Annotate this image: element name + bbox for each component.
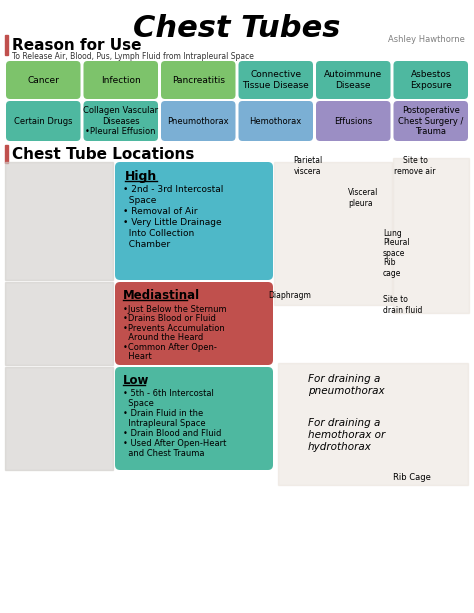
Text: •Drains Blood or Fluid: •Drains Blood or Fluid [123,314,216,323]
Text: Reason for Use: Reason for Use [12,37,142,53]
FancyBboxPatch shape [6,101,81,141]
Text: •Common After Open-: •Common After Open- [123,343,217,351]
Text: To Release Air, Blood, Pus, Lymph Fluid from Intrapleural Space: To Release Air, Blood, Pus, Lymph Fluid … [12,51,254,61]
Text: Space: Space [123,400,154,408]
Text: Heart: Heart [123,352,152,361]
Text: Autoimmune
Disease: Autoimmune Disease [324,70,383,89]
Bar [5,282,113,365]
Text: •Just Below the Sternum: •Just Below the Sternum [123,305,227,313]
Text: Certain Drugs: Certain Drugs [14,116,73,126]
Text: Chest Tubes: Chest Tubes [133,13,341,42]
Text: Site to
drain fluid: Site to drain fluid [383,295,422,314]
Text: Asbestos
Exposure: Asbestos Exposure [410,70,452,89]
FancyBboxPatch shape [161,101,236,141]
Text: Effusions: Effusions [334,116,373,126]
FancyBboxPatch shape [115,162,273,280]
Text: Rib
cage: Rib cage [383,258,401,278]
FancyBboxPatch shape [161,61,236,99]
Bar [274,162,392,305]
FancyBboxPatch shape [115,367,273,470]
Text: • Drain Blood and Fluid: • Drain Blood and Fluid [123,430,221,438]
Text: For draining a
pneumothorax: For draining a pneumothorax [308,374,384,396]
Text: •Prevents Accumulation: •Prevents Accumulation [123,324,225,332]
Text: Infection: Infection [101,75,141,85]
Bar [5,367,113,470]
FancyBboxPatch shape [316,61,391,99]
Text: • Removal of Air: • Removal of Air [123,207,198,216]
Bar [5,162,113,280]
Text: and Chest Trauma: and Chest Trauma [123,449,204,459]
Text: Collagen Vascular
Diseases
•Pleural Effusion: Collagen Vascular Diseases •Pleural Effu… [83,106,158,136]
FancyBboxPatch shape [393,101,468,141]
Text: High: High [125,170,157,183]
Text: • 2nd - 3rd Intercostal: • 2nd - 3rd Intercostal [123,185,223,194]
Text: Pancreatitis: Pancreatitis [172,75,225,85]
Text: • Drain Fluid in the: • Drain Fluid in the [123,409,203,419]
Text: Mediastinal: Mediastinal [123,289,200,302]
Text: Chest Tube Locations: Chest Tube Locations [12,147,194,161]
Text: Connective
Tissue Disease: Connective Tissue Disease [242,70,309,89]
Text: Pneumothorax: Pneumothorax [167,116,229,126]
Text: Into Collection: Into Collection [123,229,194,237]
FancyBboxPatch shape [238,101,313,141]
FancyBboxPatch shape [316,101,391,141]
Text: Lung: Lung [383,229,402,237]
Text: Site to
remove air: Site to remove air [394,156,436,176]
Text: Rib Cage: Rib Cage [393,473,431,482]
Text: • Very Little Drainage: • Very Little Drainage [123,218,222,226]
Bar [278,363,468,485]
FancyBboxPatch shape [83,61,158,99]
FancyBboxPatch shape [83,101,158,141]
Text: • Used After Open-Heart: • Used After Open-Heart [123,440,227,449]
Text: For draining a
hemothorax or
hydrothorax: For draining a hemothorax or hydrothorax [308,419,385,452]
Bar [5,35,8,55]
FancyBboxPatch shape [6,61,81,99]
Text: Chamber: Chamber [123,240,170,248]
Text: Low: Low [123,373,149,387]
Text: • 5th - 6th Intercostal: • 5th - 6th Intercostal [123,389,214,398]
Text: Visceral
pleura: Visceral pleura [348,188,378,208]
Text: Intrapleural Space: Intrapleural Space [123,419,206,428]
Bar [393,158,469,313]
Text: Diaphragm: Diaphragm [269,291,311,300]
FancyBboxPatch shape [393,61,468,99]
Text: Cancer: Cancer [27,75,59,85]
Text: Parietal
viscera: Parietal viscera [293,156,323,176]
Text: Around the Heard: Around the Heard [123,333,203,342]
Text: Hemothorax: Hemothorax [250,116,302,126]
Text: Pleural
space: Pleural space [383,238,410,257]
Text: Ashley Hawthorne: Ashley Hawthorne [388,34,465,44]
Text: Postoperative
Chest Surgery /
Trauma: Postoperative Chest Surgery / Trauma [398,106,464,136]
Text: Space: Space [123,196,156,205]
Bar [5,145,8,163]
FancyBboxPatch shape [115,282,273,365]
FancyBboxPatch shape [238,61,313,99]
